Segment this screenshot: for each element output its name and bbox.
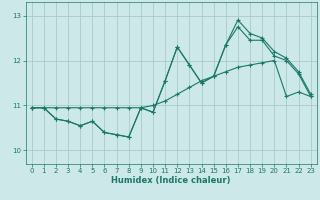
X-axis label: Humidex (Indice chaleur): Humidex (Indice chaleur): [111, 176, 231, 185]
